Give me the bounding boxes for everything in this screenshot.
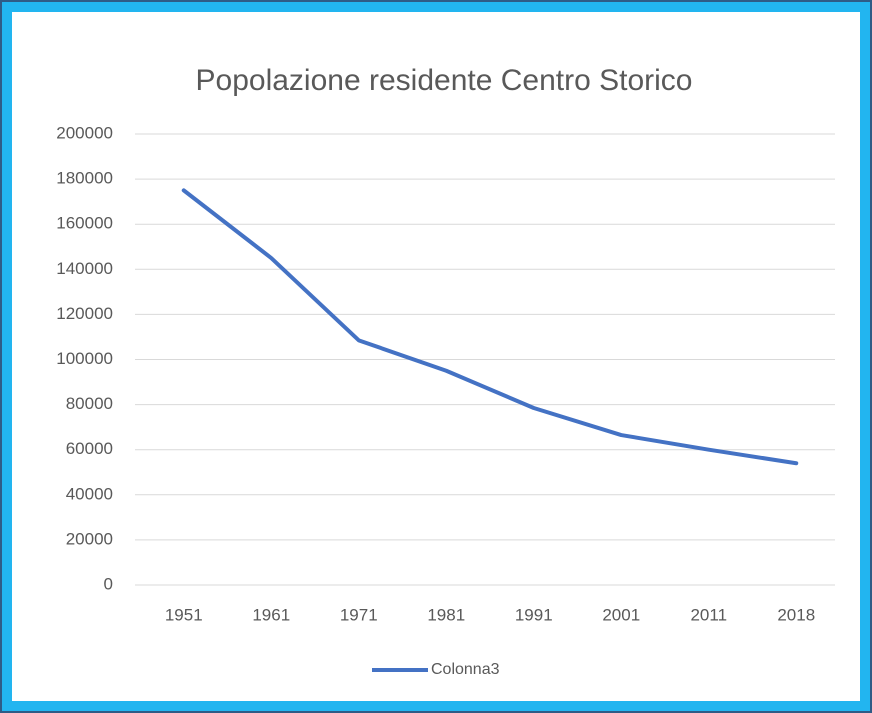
line-series — [181, 188, 799, 466]
x-tick-label: 2018 — [777, 605, 815, 624]
x-tick-label: 1981 — [427, 605, 465, 624]
y-tick-label: 0 — [104, 574, 113, 593]
y-tick-label: 180000 — [56, 169, 113, 188]
x-tick-label: 1991 — [515, 605, 553, 624]
x-tick-label: 1961 — [252, 605, 290, 624]
legend-label: Colonna3 — [431, 661, 500, 678]
x-tick-label: 2001 — [602, 605, 640, 624]
y-tick-label: 60000 — [66, 439, 113, 458]
x-tick-label: 2011 — [690, 605, 727, 624]
y-tick-label: 140000 — [56, 259, 113, 278]
y-tick-label: 40000 — [66, 484, 113, 503]
x-tick-label: 1951 — [165, 605, 203, 624]
x-tick-label: 1971 — [340, 605, 378, 624]
chart-title: Popolazione residente Centro Storico — [196, 64, 693, 97]
y-tick-label: 200000 — [56, 123, 113, 142]
y-tick-label: 80000 — [66, 394, 113, 413]
y-tick-label: 120000 — [56, 304, 113, 323]
y-tick-label: 20000 — [66, 529, 113, 548]
y-tick-label: 100000 — [56, 349, 113, 368]
y-tick-label: 160000 — [56, 214, 113, 233]
